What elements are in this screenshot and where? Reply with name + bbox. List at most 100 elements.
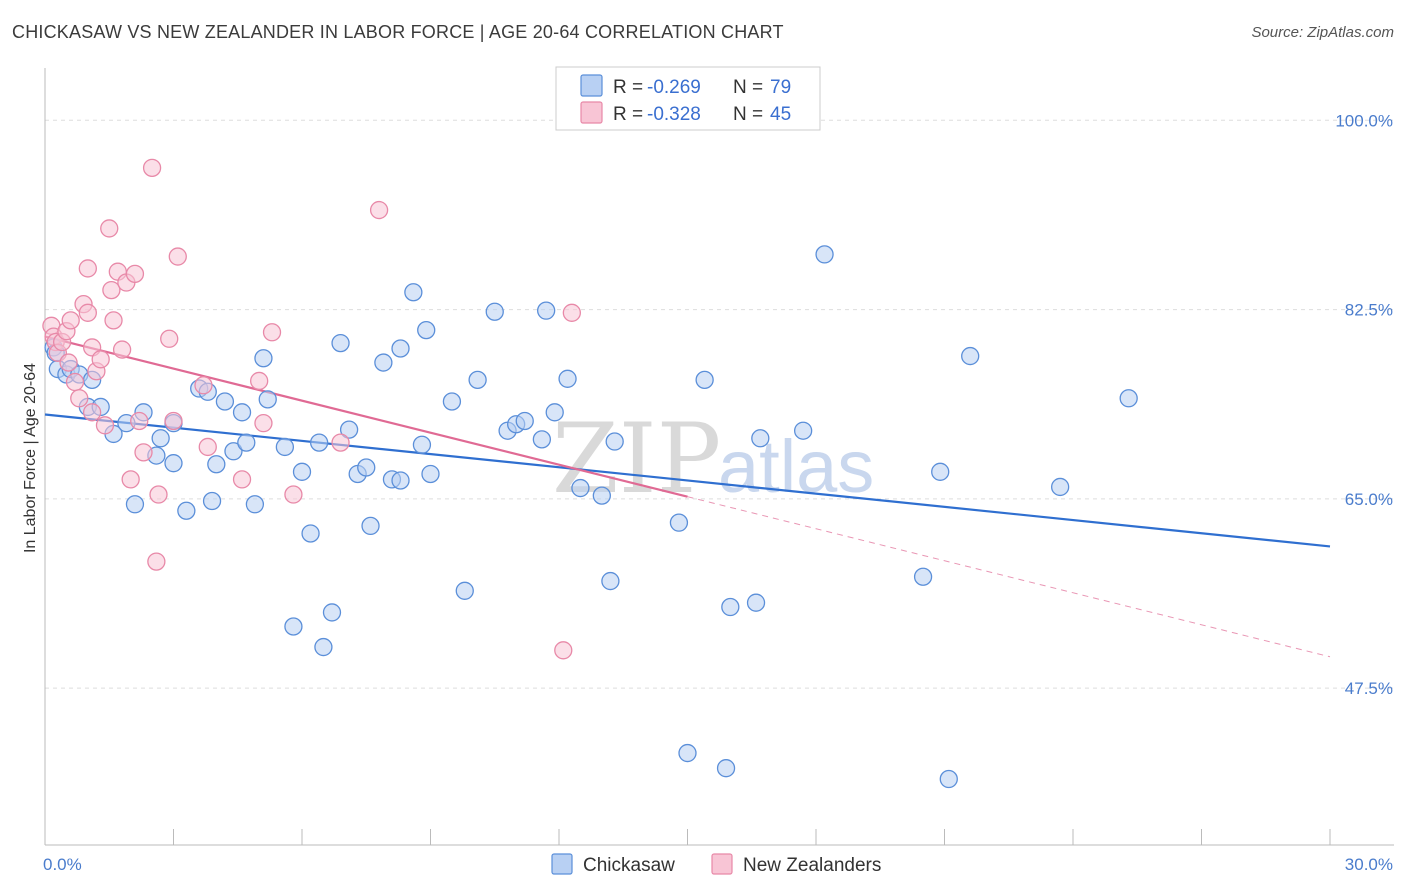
point-chickasaw-21: [207, 455, 226, 474]
bottom-legend-label-chickasaw: Chickasaw: [583, 855, 675, 876]
point-chickasaw-73: [913, 567, 933, 586]
point-new-zealanders-39: [284, 485, 303, 504]
point-chickasaw-59: [558, 369, 577, 388]
point-new-zealanders-7: [65, 372, 85, 392]
point-chickasaw-45: [404, 283, 423, 302]
point-new-zealanders-42: [554, 641, 573, 660]
point-new-zealanders-43: [562, 303, 581, 322]
legend-r-value-2: -0.328: [647, 104, 701, 125]
point-chickasaw-43: [391, 471, 410, 490]
point-new-zealanders-19: [104, 311, 123, 330]
x-tick-label-0: 0.0%: [43, 855, 82, 874]
data-points: [42, 158, 1138, 789]
point-new-zealanders-18: [102, 280, 121, 300]
point-chickasaw-66: [695, 370, 714, 390]
point-chickasaw-65: [678, 743, 697, 763]
trend-line-new-zealanders: [44, 335, 688, 498]
y-tick-labels: 47.5% 65.0% 82.5% 100.0%: [1335, 111, 1393, 698]
point-chickasaw-78: [939, 769, 958, 789]
point-new-zealanders-33: [194, 376, 213, 395]
point-chickasaw-28: [258, 390, 277, 409]
point-new-zealanders-11: [78, 259, 97, 278]
point-new-zealanders-41: [369, 200, 389, 220]
point-new-zealanders-36: [250, 371, 269, 391]
point-chickasaw-15: [164, 454, 183, 473]
bottom-legend-swatch-chickasaw: [551, 853, 573, 875]
point-chickasaw-58: [545, 403, 564, 422]
legend-n-value-1: 79: [770, 77, 791, 98]
trend-lines: [44, 335, 1331, 658]
point-chickasaw-16: [125, 495, 145, 514]
axes: [44, 68, 1394, 846]
bottom-legend-label-new-zealanders: New Zealanders: [743, 855, 881, 876]
point-chickasaw-34: [314, 637, 333, 657]
point-chickasaw-20: [202, 491, 222, 511]
point-chickasaw-49: [442, 392, 462, 411]
legend-swatch-new-zealanders: [580, 101, 603, 124]
legend-r-value-1: -0.269: [647, 77, 701, 98]
series-new-zealanders: [42, 158, 581, 660]
y-tick-label-2: 82.5%: [1345, 301, 1393, 320]
point-chickasaw-71: [794, 421, 813, 440]
x-tick-label-1: 30.0%: [1345, 855, 1393, 874]
point-chickasaw-50: [455, 581, 474, 600]
y-axis-title: In Labor Force | Age 20-64: [22, 363, 39, 553]
point-chickasaw-26: [245, 495, 265, 514]
point-new-zealanders-26: [134, 443, 153, 462]
point-chickasaw-61: [592, 486, 611, 505]
point-new-zealanders-31: [164, 411, 183, 431]
point-chickasaw-52: [485, 302, 504, 321]
point-chickasaw-70: [751, 429, 770, 448]
point-new-zealanders-6: [61, 311, 80, 330]
point-chickasaw-31: [301, 524, 320, 543]
y-tick-label-0: 47.5%: [1345, 679, 1393, 698]
legend-n-value-2: 45: [770, 104, 791, 125]
point-chickasaw-60: [571, 478, 590, 498]
point-chickasaw-55: [515, 411, 534, 431]
point-new-zealanders-13: [82, 403, 102, 422]
point-new-zealanders-17: [100, 219, 119, 238]
point-new-zealanders-38: [262, 323, 282, 342]
point-chickasaw-27: [254, 349, 273, 368]
point-chickasaw-68: [721, 597, 740, 617]
point-chickasaw-35: [322, 603, 342, 622]
trend-line-chickasaw: [44, 413, 1331, 548]
point-new-zealanders-24: [125, 264, 145, 284]
watermark-atlas: atlas: [718, 425, 874, 508]
legend-r-label-1: R =: [613, 77, 643, 98]
point-new-zealanders-16: [95, 416, 115, 435]
bottom-legend: Chickasaw New Zealanders: [551, 853, 881, 876]
point-chickasaw-46: [417, 320, 436, 340]
watermark: ZIP atlas: [552, 403, 874, 515]
y-tick-label-1: 65.0%: [1345, 490, 1393, 509]
point-new-zealanders-10: [78, 303, 97, 322]
point-chickasaw-57: [537, 301, 556, 320]
point-chickasaw-62: [601, 571, 620, 591]
source-label: Source: ZipAtlas.com: [1251, 24, 1394, 41]
y-tick-label-3: 100.0%: [1335, 111, 1393, 130]
legend-swatch-chickasaw: [580, 74, 603, 97]
point-chickasaw-37: [339, 420, 359, 439]
point-chickasaw-25: [237, 433, 256, 452]
point-new-zealanders-28: [147, 552, 166, 571]
point-chickasaw-39: [357, 458, 376, 477]
trend-line-new-zealanders-extension: [687, 496, 1331, 658]
point-new-zealanders-27: [142, 158, 162, 178]
point-chickasaw-63: [605, 432, 624, 451]
point-chickasaw-29: [275, 437, 295, 457]
point-new-zealanders-23: [121, 470, 140, 489]
bottom-legend-swatch-new-zealanders: [711, 853, 733, 875]
point-chickasaw-77: [1119, 389, 1138, 408]
point-new-zealanders-32: [168, 247, 187, 266]
chart-title: CHICKASAW VS NEW ZEALANDER IN LABOR FORC…: [12, 22, 784, 42]
point-new-zealanders-40: [331, 433, 350, 452]
point-chickasaw-13: [151, 429, 170, 448]
point-chickasaw-17: [177, 501, 196, 520]
point-new-zealanders-35: [232, 470, 252, 489]
point-chickasaw-24: [232, 403, 252, 422]
legend-n-label-1: N =: [733, 77, 763, 98]
point-chickasaw-32: [309, 433, 329, 452]
point-chickasaw-44: [391, 339, 410, 358]
point-chickasaw-64: [669, 513, 689, 532]
